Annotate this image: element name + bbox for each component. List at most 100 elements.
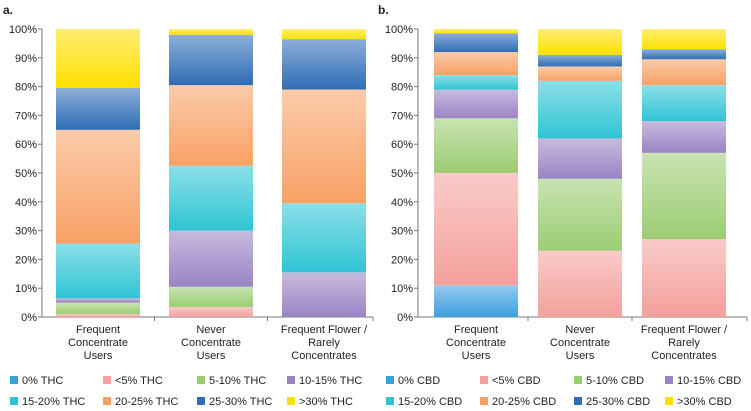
legend-label: >30% CBD <box>677 396 732 408</box>
legend-label: <5% THC <box>115 375 163 387</box>
y-tick-label: 30% <box>15 226 37 238</box>
bar-segment-5-10-thc <box>56 302 140 315</box>
y-tick-label: 70% <box>15 110 37 122</box>
y-tick-label: 60% <box>15 139 37 151</box>
bar-segment-20-25-thc <box>282 89 366 204</box>
legend-label: 5-10% THC <box>209 375 266 387</box>
category-label: Frequent Concentrate Users <box>68 324 128 362</box>
legend-swatch <box>480 397 488 405</box>
legend-swatch <box>10 397 18 405</box>
bar-segment-15-20-cbd <box>538 80 622 139</box>
y-tick-label: 50% <box>391 168 413 180</box>
legend-swatch <box>665 376 673 384</box>
bar-segment--30-cbd <box>642 29 726 50</box>
legend-swatch <box>103 397 111 405</box>
legend-swatch <box>574 397 582 405</box>
legend-swatch <box>665 397 673 405</box>
category-label: Frequent Concentrate Users <box>446 324 506 362</box>
legend-label: 15-20% CBD <box>398 396 462 408</box>
y-tick-label: 30% <box>391 226 413 238</box>
y-tick-label: 80% <box>391 82 413 94</box>
bar-segment--5-cbd <box>538 250 622 317</box>
bar-segment-15-20-cbd <box>642 85 726 122</box>
bar-segment--30-thc <box>169 29 253 35</box>
bar-segment-20-25-thc <box>169 85 253 166</box>
legend-label: 0% THC <box>22 375 63 387</box>
category-label: Never Concentrate Users <box>550 324 610 362</box>
legend-label: 20-25% CBD <box>492 396 556 408</box>
bar-segment-5-10-cbd <box>538 178 622 251</box>
legend-label: 20-25% THC <box>115 396 178 408</box>
bar-segment-10-15-cbd <box>642 121 726 153</box>
panel-title: b. <box>378 3 389 17</box>
legend-swatch <box>386 397 394 405</box>
bar-segment-5-10-cbd <box>434 118 518 173</box>
bar-segment-10-15-thc <box>169 230 253 287</box>
legend-label: <5% CBD <box>492 375 541 387</box>
bar-segment-15-20-thc <box>282 203 366 273</box>
legend-label: 0% CBD <box>398 375 440 387</box>
category-label: Frequent Flower / Rarely Concentrates <box>281 324 368 362</box>
y-tick-label: 60% <box>391 139 413 151</box>
y-tick-label: 90% <box>15 53 37 65</box>
bar-segment-10-15-cbd <box>434 89 518 119</box>
bar-segment-10-15-thc <box>56 298 140 303</box>
y-tick-label: 0% <box>21 312 37 324</box>
bar-segment-10-15-cbd <box>538 138 622 179</box>
bar-segment-25-30-thc <box>56 88 140 130</box>
legend-swatch <box>574 376 582 384</box>
chart-panel-b: b. 0% 10% 20% 30% 40% 50% 60% 70% 80% 90% 100% Frequ… <box>378 3 748 408</box>
legend-swatch <box>287 397 295 405</box>
y-tick-label: 100% <box>9 24 37 36</box>
bar-segment-15-20-thc <box>169 165 253 231</box>
legend-label: >30% THC <box>299 396 353 408</box>
bar-segment-5-10-cbd <box>642 152 726 240</box>
bar-segment-20-25-cbd <box>538 66 622 81</box>
category-label: Never Concentrate Users <box>181 324 241 362</box>
bar-segment--30-thc <box>56 29 140 89</box>
legend-label: 10-15% CBD <box>677 375 741 387</box>
y-tick-label: 20% <box>15 254 37 266</box>
legend-swatch <box>103 376 111 384</box>
bar-segment--5-cbd <box>642 239 726 317</box>
bar-segment-5-10-thc <box>169 286 253 307</box>
bar-segment-0-cbd <box>434 285 518 317</box>
bar-segment--30-cbd <box>434 29 518 34</box>
bar-segment-25-30-cbd <box>538 54 622 67</box>
bar-segment-10-15-thc <box>282 272 366 317</box>
y-tick-label: 100% <box>385 24 413 36</box>
bar-segment-15-20-cbd <box>434 75 518 90</box>
panel-title: a. <box>3 3 13 17</box>
y-tick-label: 90% <box>391 53 413 65</box>
legend-swatch <box>386 376 394 384</box>
y-tick-label: 50% <box>15 168 37 180</box>
legend-swatch <box>287 376 295 384</box>
bar-segment-20-25-thc <box>56 129 140 244</box>
category-label: Frequent Flower / Rarely Concentrates <box>641 324 728 362</box>
legend-label: 5-10% CBD <box>586 375 644 387</box>
y-tick-label: 40% <box>15 197 37 209</box>
y-tick-label: 70% <box>391 110 413 122</box>
bar-segment-20-25-cbd <box>434 52 518 76</box>
legend-swatch <box>197 397 205 405</box>
legend-label: 25-30% CBD <box>586 396 650 408</box>
bar-segment--30-thc <box>282 29 366 40</box>
legend-swatch <box>197 376 205 384</box>
y-tick-label: 40% <box>391 197 413 209</box>
bar-segment-25-30-cbd <box>434 33 518 53</box>
y-tick-label: 80% <box>15 82 37 94</box>
y-tick-label: 10% <box>391 283 413 295</box>
bar-segment-20-25-cbd <box>642 59 726 86</box>
y-tick-label: 10% <box>15 283 37 295</box>
bar-segment-25-30-thc <box>282 39 366 90</box>
y-tick-label: 20% <box>391 254 413 266</box>
legend-label: 25-30% THC <box>209 396 272 408</box>
bar-segment--5-thc <box>56 314 140 317</box>
bar-segment--5-cbd <box>434 173 518 286</box>
y-tick-label: 0% <box>397 312 413 324</box>
bar-segment--30-cbd <box>538 29 622 55</box>
chart-panel-a: a. 0% 10% 20% 30% 40% 50% 60% 70% 80% 90% 100% Frequ… <box>3 3 374 408</box>
legend-swatch <box>480 376 488 384</box>
